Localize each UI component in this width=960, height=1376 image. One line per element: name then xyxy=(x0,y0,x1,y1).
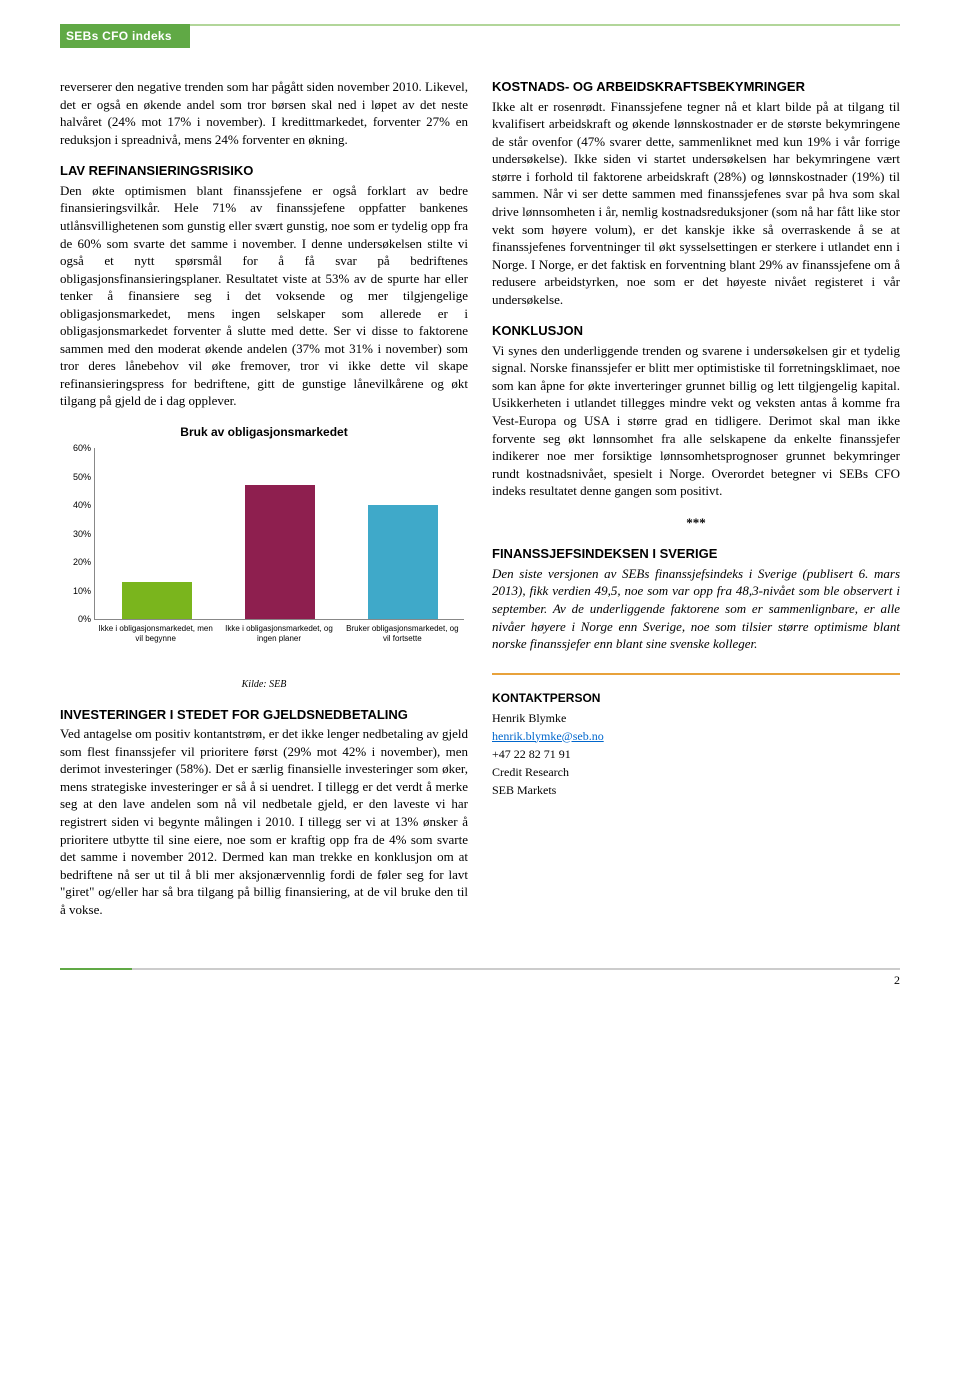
page-number: 2 xyxy=(894,970,900,988)
chart-bars xyxy=(95,448,464,619)
chart-bar-slot xyxy=(218,448,341,619)
chart-bar xyxy=(122,582,192,619)
footer: 2 xyxy=(60,968,900,988)
contact-phone: +47 22 82 71 91 xyxy=(492,745,900,763)
contact-dept1: Credit Research xyxy=(492,763,900,781)
contact-dept2: SEB Markets xyxy=(492,781,900,799)
right-column: KOSTNADS- OG ARBEIDSKRAFTSBEKYMRINGER Ik… xyxy=(492,78,900,918)
footer-rule-green xyxy=(60,968,132,970)
left-p2: Den økte optimismen blant finanssjefene … xyxy=(60,182,468,410)
right-p3: Den siste versjonen av SEBs finanssjefsi… xyxy=(492,565,900,653)
chart-bar-slot xyxy=(341,448,464,619)
chart-y-tick: 60% xyxy=(65,442,91,454)
chart-y-tick: 50% xyxy=(65,471,91,483)
right-p2: Vi synes den underliggende trenden og sv… xyxy=(492,342,900,500)
chart-plot: 0%10%20%30%40%50%60% xyxy=(94,448,464,620)
chart-x-label: Ikke i obligasjonsmarkedet, men vil begy… xyxy=(94,622,217,668)
two-column-layout: reverserer den negative trenden som har … xyxy=(60,78,900,918)
left-p1: reverserer den negative trenden som har … xyxy=(60,78,468,148)
header-rule-green xyxy=(190,24,900,26)
chart-y-tick: 10% xyxy=(65,585,91,597)
left-h2: INVESTERINGER I STEDET FOR GJELDSNEDBETA… xyxy=(60,706,468,724)
contact-name: Henrik Blymke xyxy=(492,709,900,727)
section-separator-stars: *** xyxy=(492,514,900,532)
right-p1: Ikke alt er rosenrødt. Finanssjefene teg… xyxy=(492,98,900,309)
chart-x-label: Bruker obligasjonsmarkedet, og vil forts… xyxy=(341,622,464,668)
header-bar: SEBs CFO indeks xyxy=(60,24,900,48)
right-h3: FINANSSJEFSINDEKSEN I SVERIGE xyxy=(492,545,900,563)
left-h1: LAV REFINANSIERINGSRISIKO xyxy=(60,162,468,180)
chart-source: Kilde: SEB xyxy=(60,678,468,692)
chart-bar-slot xyxy=(95,448,218,619)
right-h1: KOSTNADS- OG ARBEIDSKRAFTSBEKYMRINGER xyxy=(492,78,900,96)
right-h2: KONKLUSJON xyxy=(492,322,900,340)
chart-bar xyxy=(245,485,315,619)
left-p3: Ved antagelse om positiv kontantstrøm, e… xyxy=(60,725,468,918)
contact-email-link[interactable]: henrik.blymke@seb.no xyxy=(492,729,604,743)
bond-market-chart: Bruk av obligasjonsmarkedet 0%10%20%30%4… xyxy=(60,424,468,668)
chart-bar xyxy=(368,505,438,619)
chart-x-labels: Ikke i obligasjonsmarkedet, men vil begy… xyxy=(94,622,464,668)
chart-y-tick: 40% xyxy=(65,499,91,511)
chart-y-tick: 0% xyxy=(65,613,91,625)
contact-head: KONTAKTPERSON xyxy=(492,689,900,707)
divider-orange xyxy=(492,673,900,675)
contact-block: KONTAKTPERSON Henrik Blymke henrik.blymk… xyxy=(492,689,900,799)
header-title: SEBs CFO indeks xyxy=(60,24,190,48)
left-column: reverserer den negative trenden som har … xyxy=(60,78,468,918)
chart-y-tick: 30% xyxy=(65,528,91,540)
chart-x-label: Ikke i obligasjonsmarkedet, og ingen pla… xyxy=(217,622,340,668)
chart-title: Bruk av obligasjonsmarkedet xyxy=(60,424,468,440)
chart-area: 0%10%20%30%40%50%60% Ikke i obligasjonsm… xyxy=(60,448,468,668)
chart-y-tick: 20% xyxy=(65,556,91,568)
